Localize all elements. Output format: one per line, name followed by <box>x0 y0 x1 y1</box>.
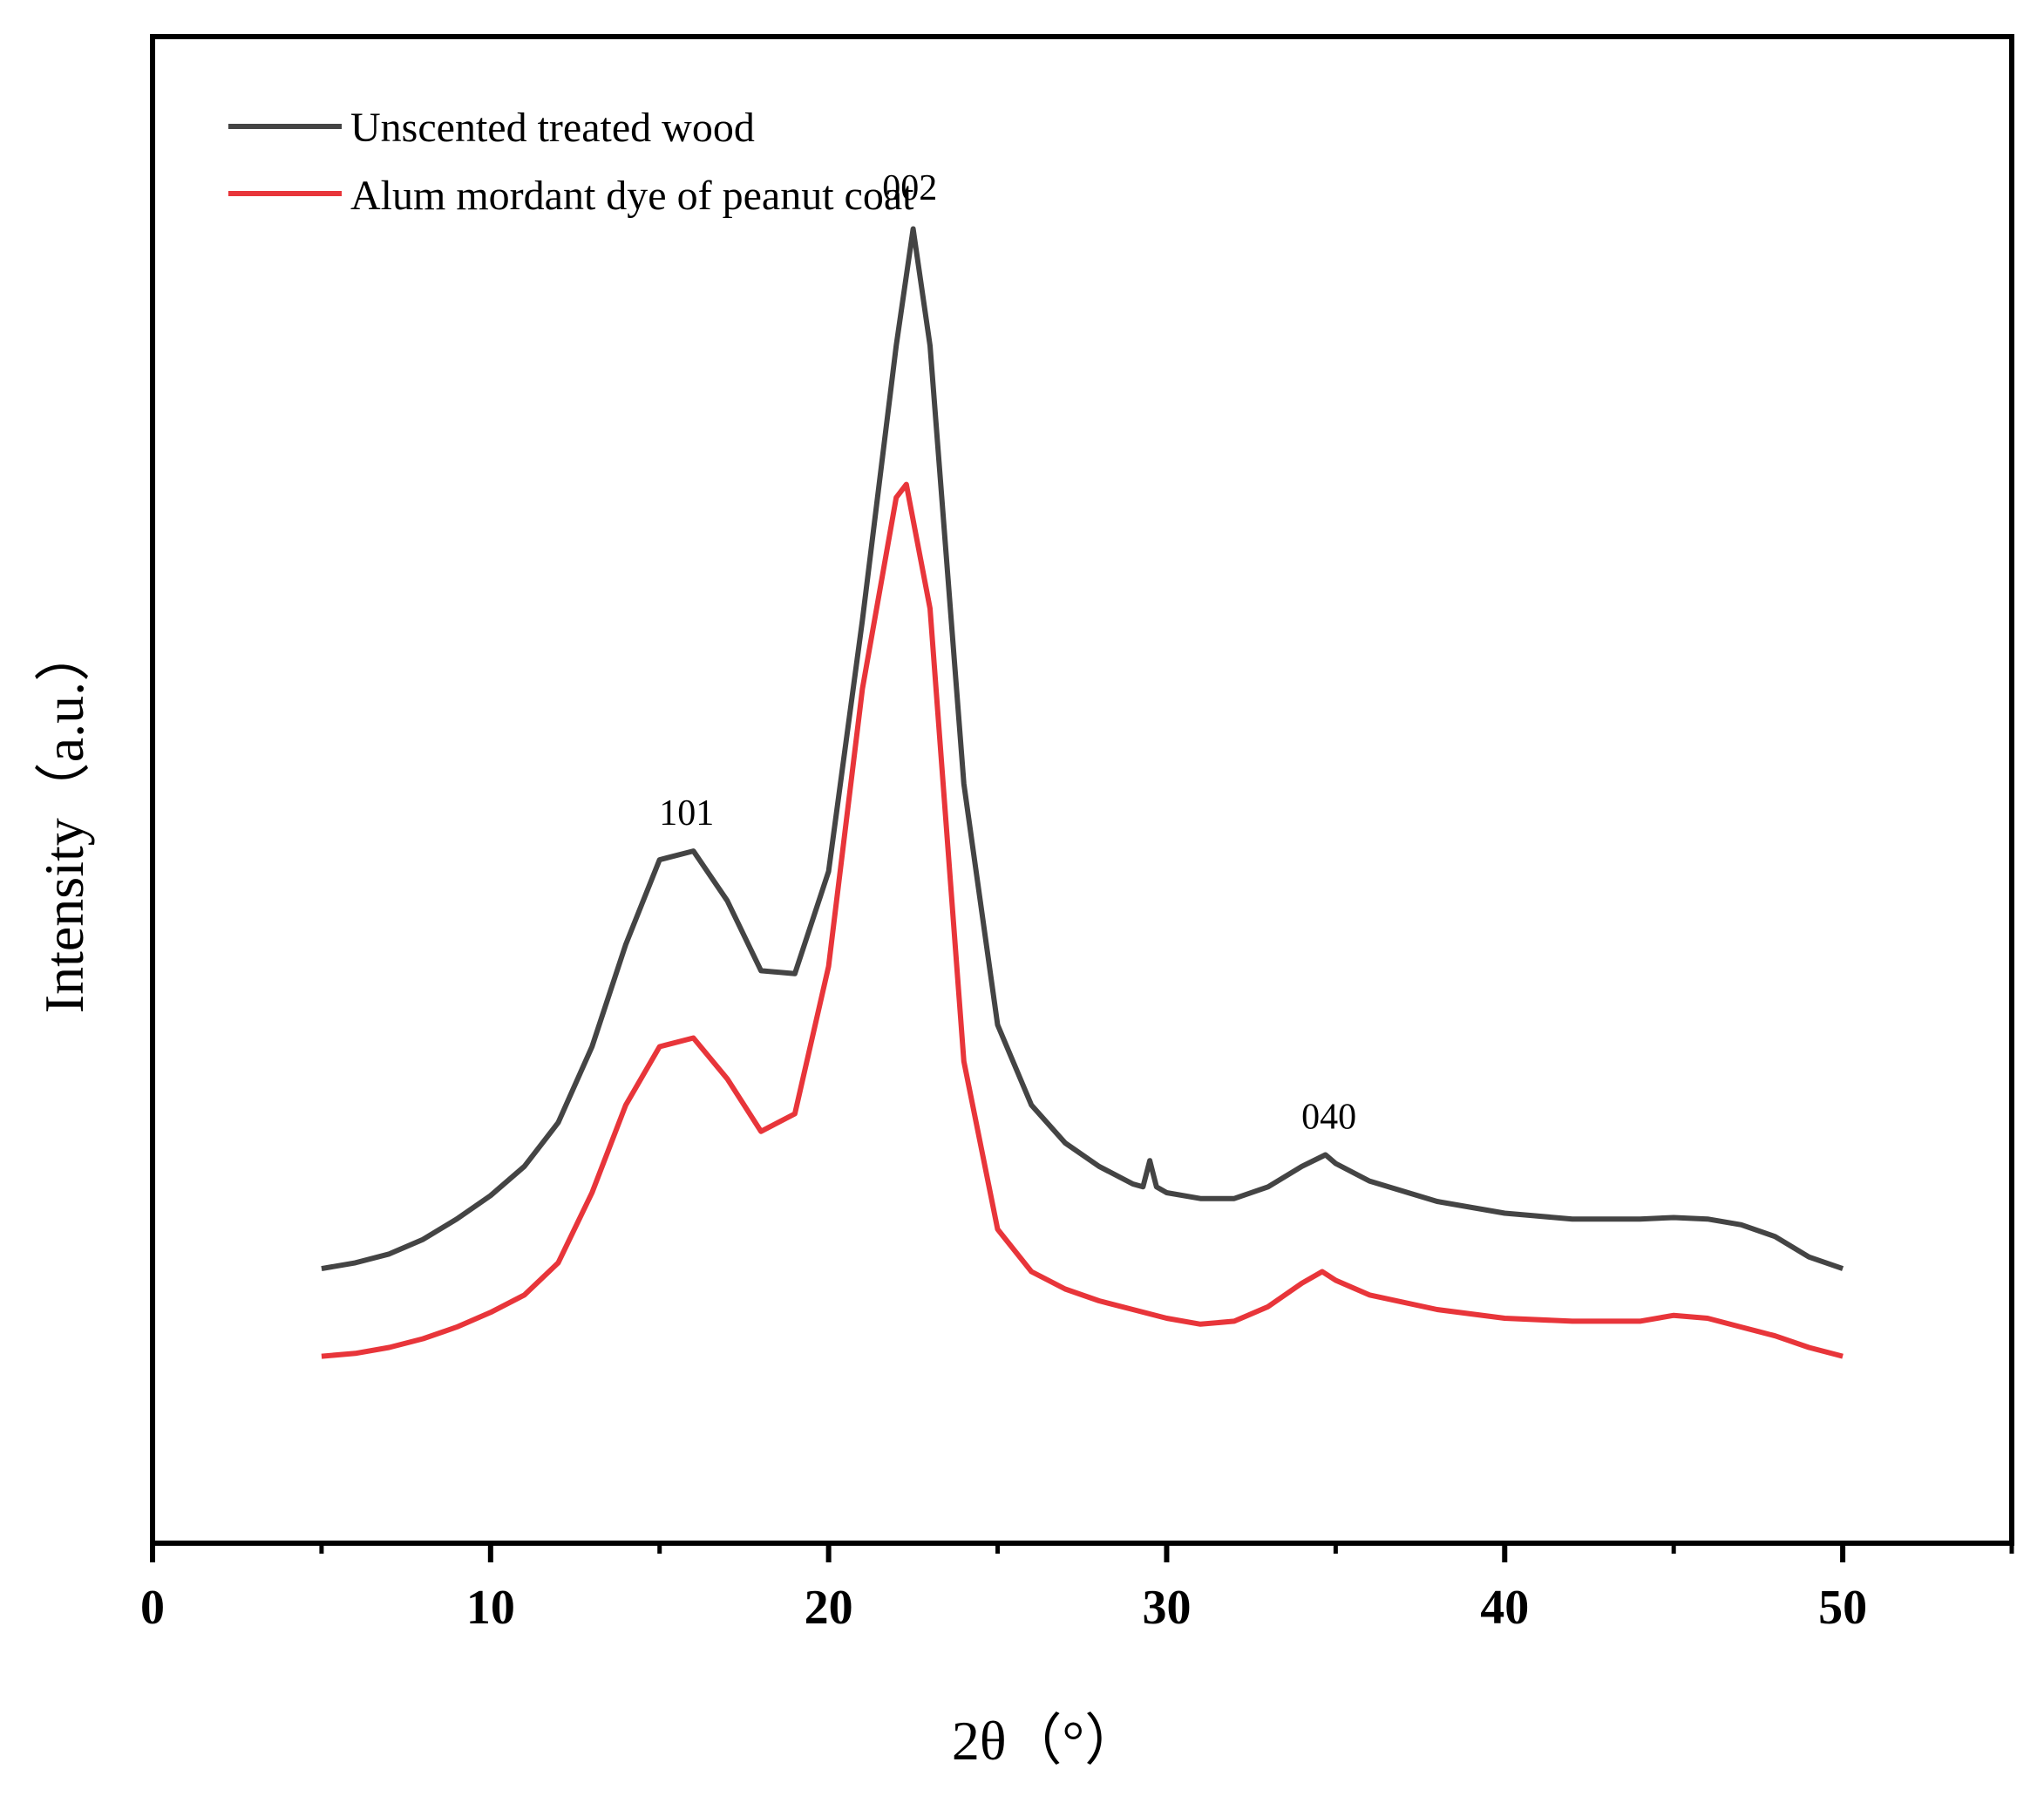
x-tick-label: 40 <box>1480 1581 1529 1635</box>
series-layer <box>321 226 1844 1359</box>
x-tick-label: 30 <box>1142 1581 1191 1635</box>
x-tick-label: 50 <box>1818 1581 1867 1635</box>
peak-label: 040 <box>1301 1097 1356 1137</box>
peak-annotations: 101 002 040 <box>659 168 1356 1137</box>
x-axis-ticks: 0 10 20 30 40 50 <box>140 1543 2014 1635</box>
series-line-0 <box>321 226 1844 1272</box>
y-axis-title: Intensity（a.u.） <box>33 626 95 1013</box>
x-tick-label: 10 <box>466 1581 515 1635</box>
peak-label: 002 <box>882 168 937 208</box>
plot-frame <box>150 34 2014 1546</box>
x-tick-label: 0 <box>140 1581 165 1635</box>
series-line-1 <box>321 481 1844 1359</box>
legend-label-unscented: Unscented treated wood <box>350 105 755 151</box>
legend: Unscented treated wood Alum mordant dye … <box>228 105 914 219</box>
legend-label-alum: Alum mordant dye of peanut coat <box>350 173 914 219</box>
peak-label: 101 <box>659 793 714 833</box>
x-axis-title: 2θ（°） <box>952 1710 1140 1772</box>
x-tick-label: 20 <box>805 1581 853 1635</box>
